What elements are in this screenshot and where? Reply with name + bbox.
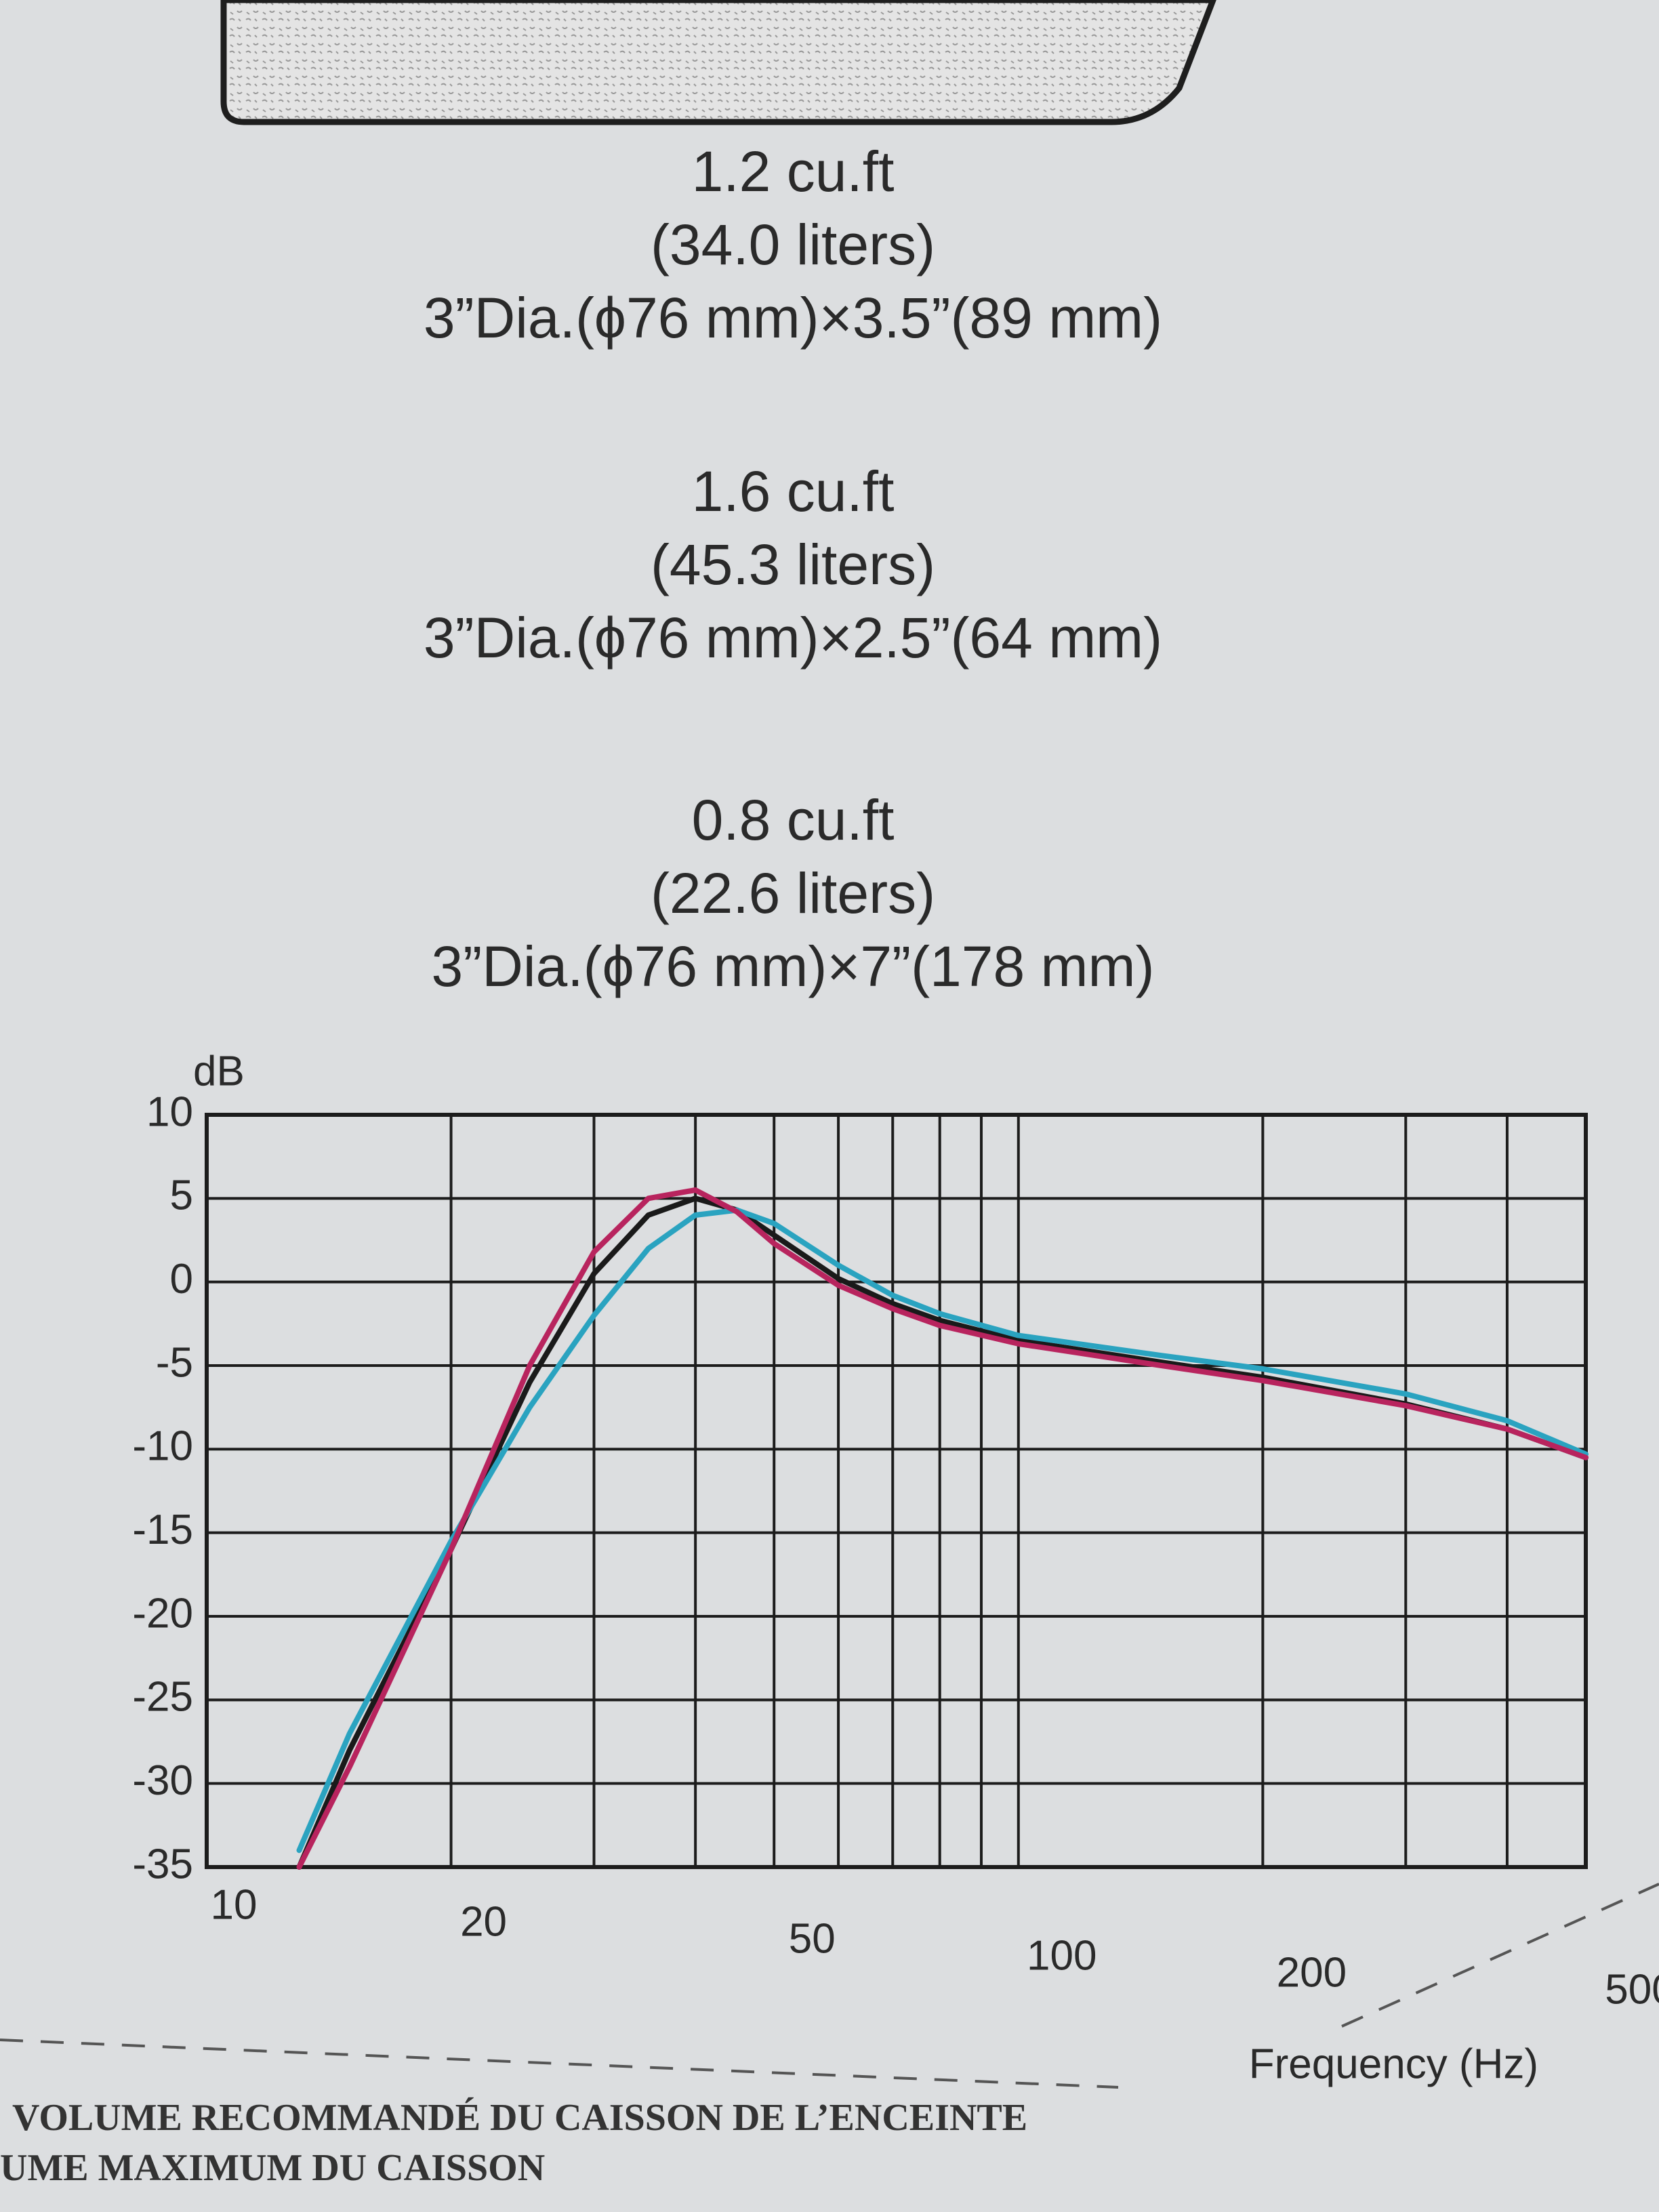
x-tick-label: 20 bbox=[460, 1898, 507, 1945]
footer-line: VOLUME RECOMMANDÉ DU CAISSON DE L’ENCEIN… bbox=[12, 2097, 1027, 2139]
spec-line: (22.6 liters) bbox=[651, 861, 935, 925]
y-tick-label: 10 bbox=[146, 1088, 193, 1135]
spec-line: (34.0 liters) bbox=[651, 213, 935, 276]
x-axis-label: Frequency (Hz) bbox=[1249, 2041, 1538, 2087]
footer-text: VOLUME RECOMMANDÉ DU CAISSON DE L’ENCEIN… bbox=[0, 2097, 1027, 2189]
spec-line: 1.6 cu.ft bbox=[692, 459, 895, 523]
y-tick-label: -35 bbox=[132, 1841, 193, 1887]
spec-line: 3”Dia.(ϕ76 mm)×2.5”(64 mm) bbox=[424, 606, 1162, 670]
footer-line: UME MAXIMUM DU CAISSON bbox=[0, 2147, 545, 2189]
y-tick-label: -10 bbox=[132, 1423, 193, 1470]
spec-line: 0.8 cu.ft bbox=[692, 788, 895, 852]
y-tick-label: -5 bbox=[156, 1339, 193, 1386]
spec-line: (45.3 liters) bbox=[651, 533, 935, 596]
plot-frame bbox=[205, 1113, 1588, 1869]
y-tick-label: -20 bbox=[132, 1590, 193, 1637]
cut-line bbox=[0, 1883, 1659, 2089]
chart: -35 -30 -25 -20 -15 -10 -5 0 5 10 10 20 50 100 200 500 d… bbox=[132, 1048, 1659, 2087]
x-tick-label: 100 bbox=[1027, 1932, 1097, 1979]
spec-text: 1.2 cu.ft (34.0 liters) 3”Dia.(ϕ76 mm)×3.5… bbox=[424, 140, 1162, 998]
enclosure-drawing bbox=[220, 0, 1216, 125]
spec-line: 1.2 cu.ft bbox=[692, 140, 895, 203]
x-tick-label: 50 bbox=[789, 1915, 836, 1962]
spec-line: 3”Dia.(ϕ76 mm)×7”(178 mm) bbox=[432, 935, 1155, 998]
spec-line: 3”Dia.(ϕ76 mm)×3.5”(89 mm) bbox=[424, 286, 1162, 350]
y-axis-label: dB bbox=[193, 1048, 245, 1094]
response-curve bbox=[296, 1187, 1589, 1870]
response-curve bbox=[296, 1207, 1589, 1853]
y-tick-label: -25 bbox=[132, 1674, 193, 1721]
y-tick-label: 5 bbox=[170, 1172, 193, 1219]
y-tick-label: -15 bbox=[132, 1507, 193, 1553]
response-curve bbox=[296, 1195, 1589, 1870]
y-tick-label: 0 bbox=[170, 1256, 193, 1303]
x-tick-label: 10 bbox=[211, 1881, 258, 1928]
y-tick-label: -30 bbox=[132, 1757, 193, 1804]
x-tick-label: 500 bbox=[1605, 1966, 1659, 2013]
x-tick-label: 200 bbox=[1277, 1949, 1347, 1996]
